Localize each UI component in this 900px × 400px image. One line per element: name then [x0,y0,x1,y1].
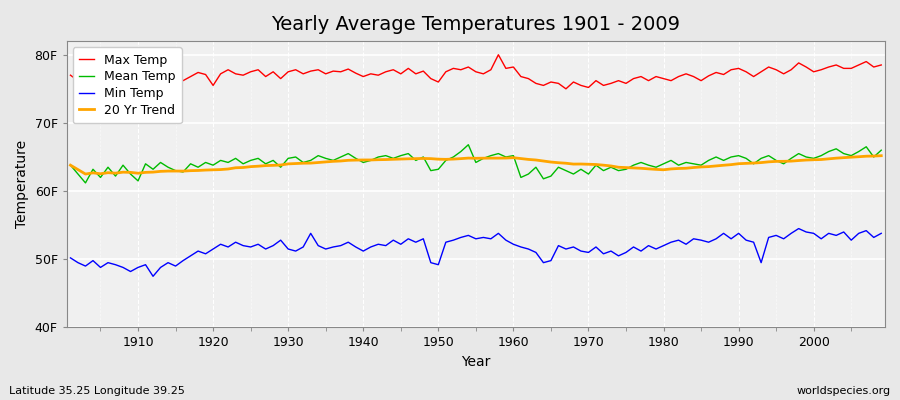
Max Temp [65,73,76,78]
Mean Temp [876,148,886,152]
20 Yr Trend [132,171,143,176]
Line: 20 Yr Trend: 20 Yr Trend [70,156,881,174]
Min Temp [148,274,158,279]
20 Yr Trend [876,153,886,158]
Mean Temp [298,160,309,165]
Line: Mean Temp: Mean Temp [70,145,881,183]
Y-axis label: Temperature: Temperature [15,140,29,228]
20 Yr Trend [298,161,309,166]
Mean Temp [613,168,624,173]
Line: Min Temp: Min Temp [70,228,881,276]
Min Temp [606,249,616,254]
Max Temp [125,85,136,90]
Min Temp [508,242,518,247]
Max Temp [876,62,886,67]
Mean Temp [516,175,526,180]
Mean Temp [132,178,143,183]
Mean Temp [463,142,473,147]
20 Yr Trend [65,163,76,168]
Min Temp [65,256,76,260]
Min Temp [343,240,354,245]
20 Yr Trend [80,172,91,176]
Min Temp [516,244,526,249]
Line: Max Temp: Max Temp [70,55,881,89]
20 Yr Trend [508,155,518,160]
Title: Yearly Average Temperatures 1901 - 2009: Yearly Average Temperatures 1901 - 2009 [272,15,680,34]
Text: Latitude 35.25 Longitude 39.25: Latitude 35.25 Longitude 39.25 [9,386,184,396]
Mean Temp [343,151,354,156]
Min Temp [298,244,309,249]
Max Temp [613,78,624,83]
Legend: Max Temp, Mean Temp, Min Temp, 20 Yr Trend: Max Temp, Mean Temp, Min Temp, 20 Yr Tre… [73,47,182,123]
X-axis label: Year: Year [461,355,491,369]
Max Temp [561,86,572,91]
Mean Temp [65,163,76,168]
Max Temp [508,65,518,70]
Max Temp [493,52,504,57]
20 Yr Trend [343,158,354,163]
Mean Temp [523,172,534,176]
Min Temp [125,269,136,274]
Min Temp [876,231,886,236]
20 Yr Trend [516,156,526,161]
20 Yr Trend [606,164,616,168]
Max Temp [291,67,302,72]
Min Temp [793,226,804,231]
Max Temp [516,74,526,79]
Text: worldspecies.org: worldspecies.org [796,386,891,396]
Mean Temp [80,180,91,185]
Max Temp [336,69,346,74]
